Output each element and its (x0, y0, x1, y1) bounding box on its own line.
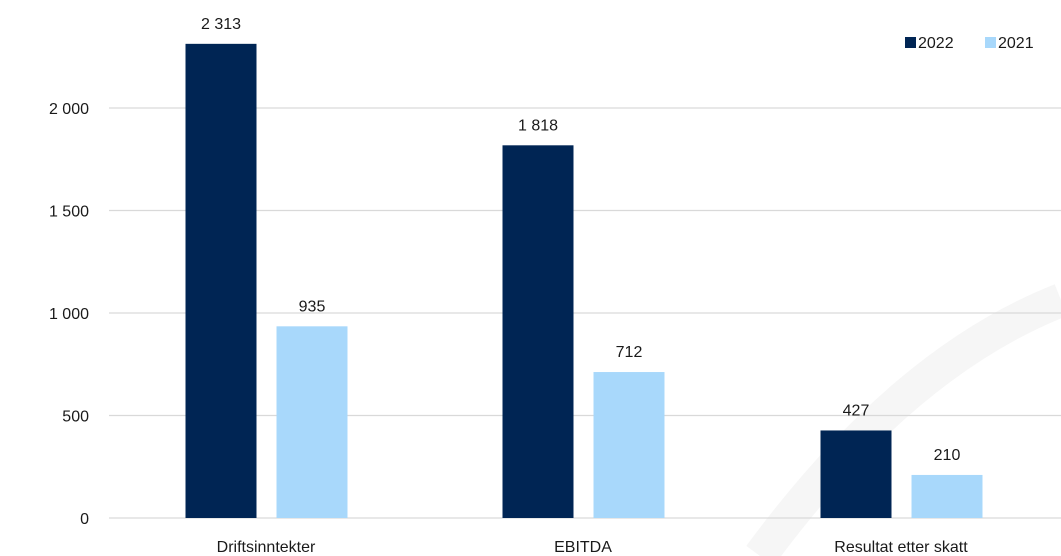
x-category-label: EBITDA (554, 539, 612, 556)
data-label: 2 313 (201, 16, 241, 33)
data-label: 712 (616, 344, 643, 361)
x-category-label: Resultat etter skatt (834, 539, 968, 556)
gridlines (109, 107, 1061, 519)
data-label: 1 818 (518, 117, 558, 134)
bar-2022-3 (820, 430, 892, 518)
data-label: 210 (934, 447, 961, 464)
bar-2022-2 (502, 145, 574, 518)
legend-label: 2022 (918, 35, 954, 52)
bar-2022-1 (185, 43, 257, 519)
legend-swatch-2021 (985, 37, 996, 48)
data-label: 935 (299, 298, 326, 315)
x-category-label: Driftsinntekter (217, 539, 316, 556)
background-watermark-arc (746, 284, 1061, 556)
x-axis: Driftsinntekter EBITDA Resultat etter skat… (217, 539, 969, 556)
data-label: 427 (843, 402, 870, 419)
y-tick-label: 500 (62, 409, 89, 426)
legend: 2022 2021 (905, 35, 1034, 52)
y-tick-label: 0 (80, 511, 89, 528)
y-axis: 0 500 1 000 1 500 2 000 (49, 101, 89, 528)
y-tick-label: 1 000 (49, 306, 89, 323)
legend-swatch-2022 (905, 37, 916, 48)
bar-2021-3 (911, 474, 983, 518)
y-tick-label: 2 000 (49, 101, 89, 118)
y-tick-label: 1 500 (49, 204, 89, 221)
legend-label: 2021 (998, 35, 1034, 52)
bar-2021-1 (276, 326, 348, 518)
bar-2021-2 (593, 372, 665, 518)
data-labels: 2 313 1 818 427 935 712 210 (201, 16, 960, 464)
bars (185, 43, 983, 519)
